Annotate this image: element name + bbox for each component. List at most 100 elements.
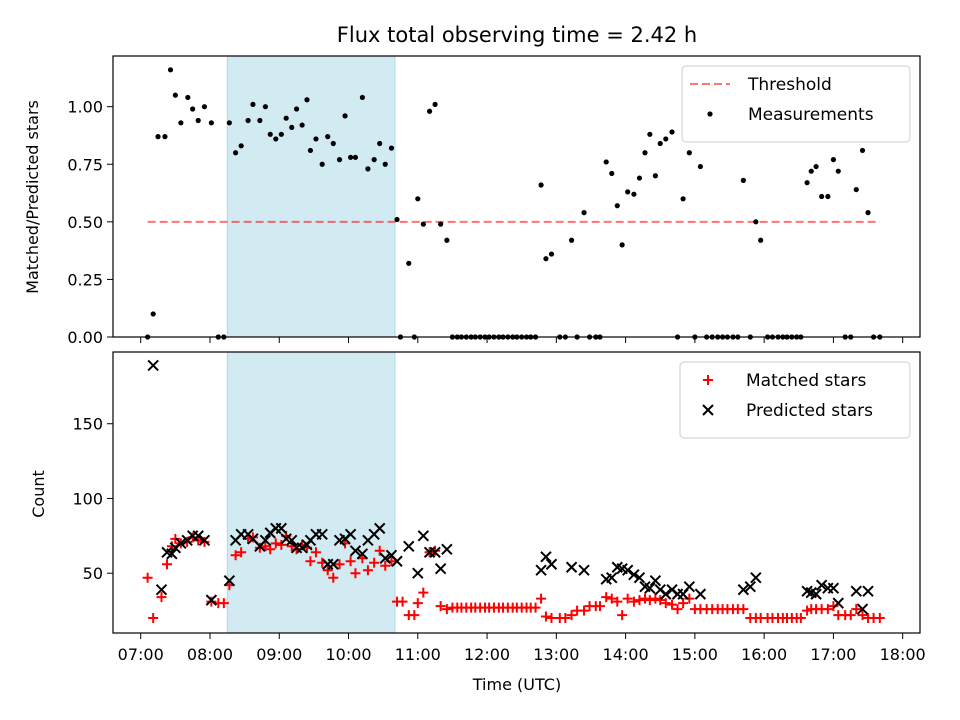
matched-star-point xyxy=(874,613,885,624)
measurement-point xyxy=(835,168,841,174)
measurement-point xyxy=(278,131,284,137)
matched-star-point xyxy=(276,539,287,550)
predicted-star-point xyxy=(259,534,272,547)
predicted-star-point xyxy=(316,528,328,541)
top-panel: 0.00 0.25 0.50 0.75 1.00 Threshold Measurement… xyxy=(67,55,921,347)
measurement-point xyxy=(420,221,426,227)
measurement-point xyxy=(299,122,305,128)
matched-star-point xyxy=(566,610,577,621)
measurement-point xyxy=(365,166,371,172)
predicted-star-point xyxy=(633,571,646,584)
matched-star-point xyxy=(270,538,281,549)
matched-star-point xyxy=(218,598,229,609)
matched-star-point xyxy=(170,533,181,544)
matched-star-point xyxy=(634,595,645,606)
matched-star-point xyxy=(334,559,345,570)
measurement-point xyxy=(388,145,395,151)
legend-label: Threshold xyxy=(747,75,832,95)
measurement-point xyxy=(342,113,348,119)
predicted-star-point xyxy=(166,548,178,560)
bottom-x-tick-label: 15:00 xyxy=(672,645,718,664)
measurement-point xyxy=(642,150,648,156)
predicted-star-point xyxy=(644,582,656,594)
measurement-point xyxy=(304,97,310,103)
top-y-tick-label: 0.75 xyxy=(67,155,103,174)
measurement-point xyxy=(853,186,859,193)
measurement-point xyxy=(313,136,319,142)
matched-star-point xyxy=(738,604,749,615)
matched-star-point xyxy=(350,568,361,579)
measurement-point xyxy=(819,193,825,200)
matched-star-point xyxy=(362,565,373,576)
measurement-point xyxy=(208,120,214,126)
bottom-legend-box xyxy=(679,361,911,439)
measurement-point xyxy=(804,180,810,186)
predicted-star-point xyxy=(565,561,578,573)
measurement-point xyxy=(167,67,174,73)
predicted-star-point xyxy=(373,522,386,535)
predicted-star-point xyxy=(694,588,707,600)
bottom-y-axis-label: Count xyxy=(29,470,48,518)
measurement-point xyxy=(267,131,273,137)
measurement-point xyxy=(406,260,412,266)
measurement-point xyxy=(581,210,587,216)
measurement-point xyxy=(172,92,178,98)
matched-star-point xyxy=(560,613,571,624)
measurement-point xyxy=(319,161,325,167)
bottom-x-tick-label: 16:00 xyxy=(741,645,787,664)
top-y-tick-label: 0.25 xyxy=(67,270,103,289)
top-y-tick-label: 0.50 xyxy=(67,213,103,232)
measurement-point xyxy=(865,210,871,216)
measurement-point xyxy=(619,242,625,248)
predicted-star-point xyxy=(535,564,547,576)
matched-star-point xyxy=(644,595,655,606)
legend-label: Matched stars xyxy=(746,371,866,391)
measurement-point xyxy=(686,150,692,156)
x-axis-label: Time (UTC) xyxy=(472,675,561,694)
measurement-point xyxy=(697,163,704,170)
predicted-star-point xyxy=(810,588,822,600)
measurement-point xyxy=(813,163,819,170)
measurement-point xyxy=(257,117,263,124)
measurement-point xyxy=(859,147,866,154)
measurement-point xyxy=(609,170,615,177)
predicted-star-point xyxy=(750,571,762,584)
predicted-star-point xyxy=(606,571,618,584)
matched-star-point xyxy=(655,595,666,606)
predicted-star-point xyxy=(441,543,453,556)
matched-star-point xyxy=(199,536,210,547)
bottom-legend: Matched stars Predicted stars xyxy=(679,361,911,439)
bottom-panel: 50 100 150 07:00 08:00 09:00 10:00 11:00 12:00 13… xyxy=(72,351,926,664)
measurement-point xyxy=(273,136,279,142)
predicted-star-point xyxy=(434,563,447,575)
matched-star-point xyxy=(322,565,333,576)
bottom-x-tick-label: 14:00 xyxy=(603,645,649,664)
predicted-star-point xyxy=(286,534,298,547)
matched-star-point xyxy=(639,593,650,604)
predicted-star-point xyxy=(147,359,159,372)
matched-star-point xyxy=(236,547,247,558)
measurement-point xyxy=(669,129,675,135)
matched-star-point xyxy=(206,596,217,607)
measurement-point xyxy=(162,134,168,140)
predicted-star-point xyxy=(545,558,558,570)
measurement-point xyxy=(603,159,609,165)
legend-label: Measurements xyxy=(748,105,874,125)
predicted-star-point xyxy=(155,583,168,596)
legend-label: Predicted stars xyxy=(746,401,873,421)
predicted-star-point xyxy=(827,582,840,594)
matched-star-point xyxy=(418,587,429,598)
matched-star-point xyxy=(345,556,356,567)
top-legend-box xyxy=(681,65,911,143)
measurement-point xyxy=(568,237,575,243)
measurement-point xyxy=(415,196,421,202)
predicted-star-point xyxy=(429,546,441,558)
measurement-point xyxy=(336,157,343,163)
predicted-star-point xyxy=(578,564,590,576)
predicted-star-point xyxy=(379,552,391,564)
predicted-star-point xyxy=(737,583,750,596)
measurement-point xyxy=(432,101,438,107)
matched-star-point xyxy=(162,559,173,570)
measurement-point xyxy=(245,117,251,124)
measurement-point xyxy=(636,175,643,181)
